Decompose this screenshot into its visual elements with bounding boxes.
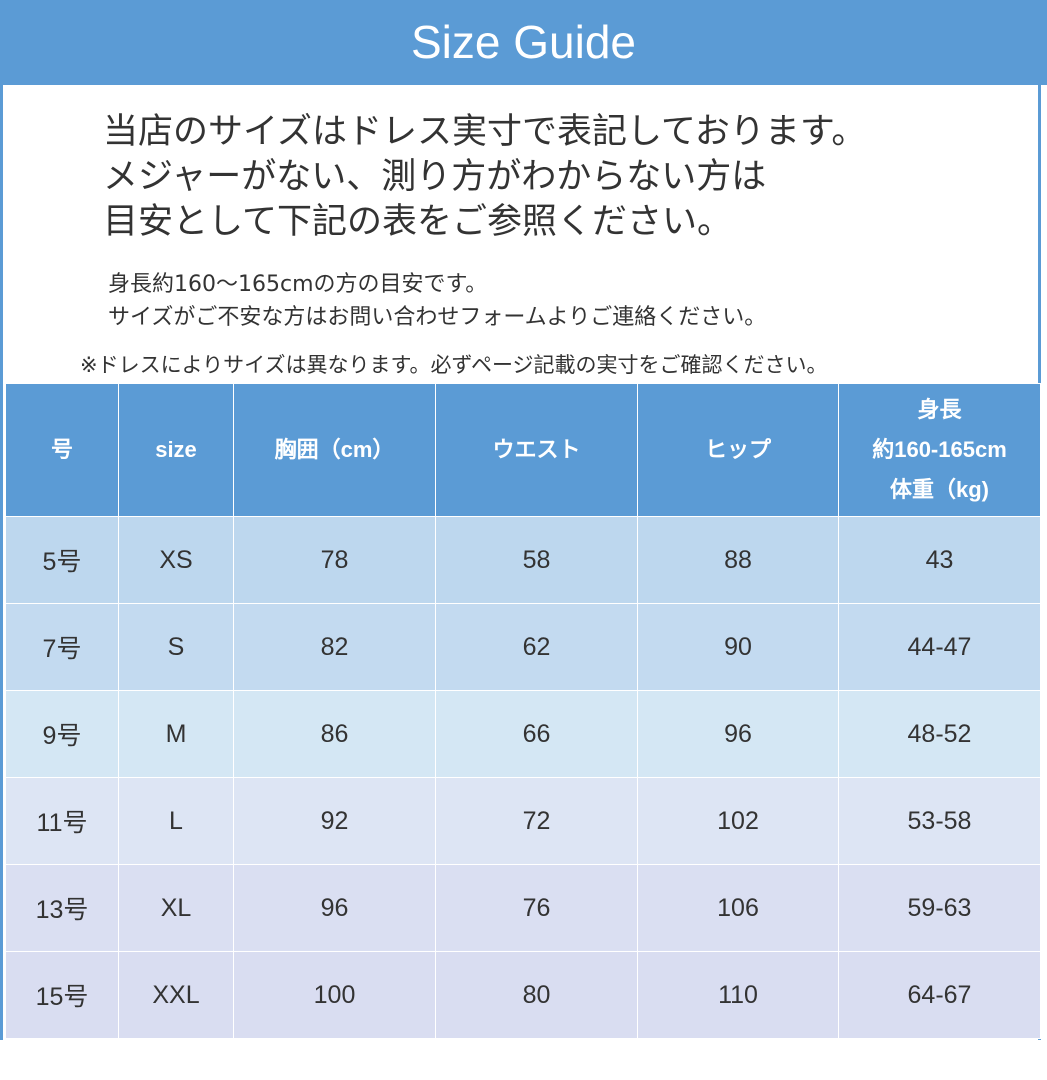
table-body: 5号 XS 78 58 88 43 7号 S 82 62 90 44-47 9号 M 86 66 96 48-52… xyxy=(5,516,1041,1039)
table-cell: 100 xyxy=(233,951,436,1039)
intro: 当店のサイズはドレス実寸で表記しております。 メジャーがない、測り方がわからない方… xyxy=(103,110,866,245)
table-cell: 5号 xyxy=(5,516,119,604)
header-cell: size xyxy=(118,383,234,517)
header-row: 号 size 胸囲（cm） ウエスト ヒップ 身長約160-165cm 体重（kg) xyxy=(5,383,1041,517)
table-cell: 96 xyxy=(637,690,839,778)
title: Size Guide xyxy=(410,16,636,68)
header-cell: 号 xyxy=(5,383,119,517)
header-cell: ウエスト xyxy=(435,383,638,517)
intro-line: メジャーがない、測り方がわからない方は xyxy=(103,157,767,197)
table-cell: 53-58 xyxy=(838,777,1041,865)
header-cell: ヒップ xyxy=(637,383,839,517)
table-cell: L xyxy=(118,777,234,865)
table-cell: 44-47 xyxy=(838,603,1041,691)
size-table: 号 size 胸囲（cm） ウエスト ヒップ 身長 約160-165cm 体重（kg) 5号 X… xyxy=(5,383,1041,1039)
table-cell: 96 xyxy=(233,864,436,952)
caution: ※ドレスによりサイズは異なります。必ずページ記載の実寸をご確認ください。 xyxy=(80,353,828,377)
table-cell: 72 xyxy=(435,777,638,865)
table-row: 13号 XL 96 76 106 59-63 xyxy=(5,864,1041,952)
table-cell: 82 xyxy=(233,603,436,691)
table-cell: 110 xyxy=(637,951,839,1039)
table-cell: 11号 xyxy=(5,777,119,865)
table-cell: S xyxy=(118,603,234,691)
table-row: 7号 S 82 62 90 44-47 xyxy=(5,603,1041,691)
table-cell: 13号 xyxy=(5,864,119,952)
header-line: 身長 xyxy=(917,397,962,422)
header-cell: 身長約160-165cm 体重（kg) xyxy=(838,383,1041,517)
table-cell: M xyxy=(118,690,234,778)
table-row: 5号 XS 78 58 88 43 xyxy=(5,516,1041,604)
table-cell: 43 xyxy=(838,516,1041,604)
table-cell: 59-63 xyxy=(838,864,1041,952)
note-line: サイズがご不安な方はお問い合わせフォームよりご連絡ください。 xyxy=(108,305,767,330)
table-cell: 102 xyxy=(637,777,839,865)
header-cell: 胸囲（cm） xyxy=(233,383,436,517)
note-line: 身長約160〜165cmの方の目安です。 xyxy=(108,272,488,297)
intro-line: 目安として下記の表をご参照ください。 xyxy=(103,202,732,242)
notes: 身長約160〜165cmの方の目安です。サイズがご不安な方はお問い合わせフォーム… xyxy=(108,268,766,334)
table-cell: 66 xyxy=(435,690,638,778)
table-cell: 76 xyxy=(435,864,638,952)
table-row: 9号 M 86 66 96 48-52 xyxy=(5,690,1041,778)
header-line: 約160-165cm xyxy=(872,437,1007,462)
table-cell: 88 xyxy=(637,516,839,604)
header-line: 体重（kg) xyxy=(889,477,989,502)
table-cell: 48-52 xyxy=(838,690,1041,778)
table-row: 15号 XXL 100 80 110 64-67 xyxy=(5,951,1041,1039)
table-cell: 86 xyxy=(233,690,436,778)
table-row: 11号 L 92 72 102 53-58 xyxy=(5,777,1041,865)
intro-line: 当店のサイズはドレス実寸で表記しております。 xyxy=(103,112,867,152)
table-cell: 64-67 xyxy=(838,951,1041,1039)
table-cell: 78 xyxy=(233,516,436,604)
table-cell: XXL xyxy=(118,951,234,1039)
table-cell: 9号 xyxy=(5,690,119,778)
table-cell: 58 xyxy=(435,516,638,604)
table-cell: 15号 xyxy=(5,951,119,1039)
table-cell: 92 xyxy=(233,777,436,865)
table-cell: 90 xyxy=(637,603,839,691)
table-cell: 80 xyxy=(435,951,638,1039)
table-cell: 7号 xyxy=(5,603,119,691)
table-cell: XL xyxy=(118,864,234,952)
table-cell: 106 xyxy=(637,864,839,952)
title-bar: Size Guide xyxy=(0,0,1047,85)
table-cell: XS xyxy=(118,516,234,604)
table-cell: 62 xyxy=(435,603,638,691)
